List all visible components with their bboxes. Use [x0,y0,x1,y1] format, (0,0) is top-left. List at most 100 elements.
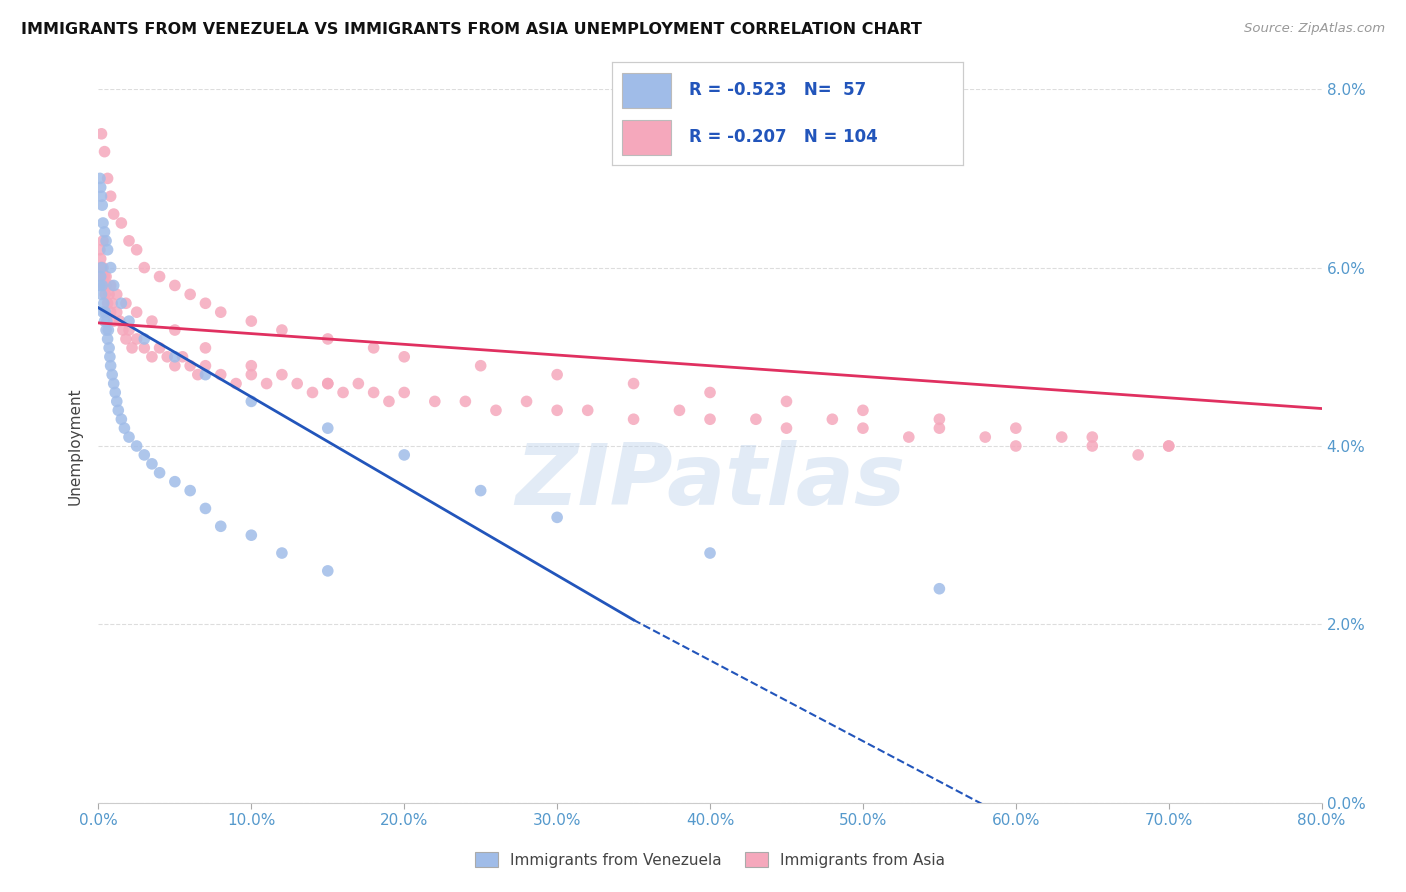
Point [149,269,172,284]
Point [110,412,132,426]
Point [94,278,117,293]
Point [392,448,416,462]
Point [100,278,122,293]
Point [194,359,217,373]
Point [1004,439,1026,453]
Point [316,376,339,391]
Point [1157,439,1180,453]
Point [103,314,125,328]
Point [163,359,186,373]
Point [96,314,118,328]
Point [94,234,117,248]
Point [179,287,201,301]
Point [97,243,120,257]
Point [775,394,797,409]
Point [97,171,120,186]
Point [134,448,156,462]
Point [209,519,232,533]
Point [98,350,121,364]
Point [301,385,323,400]
Point [179,483,201,498]
Point [852,403,875,417]
Point [104,385,127,400]
Point [172,350,194,364]
Point [100,305,122,319]
Point [93,269,115,284]
Point [821,412,844,426]
Point [163,350,186,364]
Point [125,332,148,346]
Point [194,296,217,310]
Point [270,368,294,382]
Point [110,216,132,230]
Point [94,305,117,319]
Point [91,216,114,230]
Text: IMMIGRANTS FROM VENEZUELA VS IMMIGRANTS FROM ASIA UNEMPLOYMENT CORRELATION CHART: IMMIGRANTS FROM VENEZUELA VS IMMIGRANTS … [21,22,922,37]
Point [745,412,768,426]
Point [103,278,125,293]
Point [97,296,120,310]
Legend: Immigrants from Venezuela, Immigrants from Asia: Immigrants from Venezuela, Immigrants fr… [470,846,950,873]
Point [623,376,645,391]
Point [97,332,120,346]
Point [156,350,179,364]
Point [316,332,339,346]
Point [316,421,339,435]
Point [110,296,132,310]
Point [91,269,114,284]
Point [392,350,416,364]
Point [546,368,568,382]
Point [115,296,138,310]
Point [97,323,120,337]
Point [576,403,599,417]
Point [149,341,172,355]
Point [928,582,950,596]
Point [93,145,115,159]
Point [101,368,124,382]
Point [111,323,134,337]
Point [89,243,111,257]
Point [141,350,163,364]
Point [93,225,115,239]
Point [141,314,163,328]
Point [89,171,111,186]
Point [470,483,492,498]
Point [454,394,477,409]
Point [94,323,117,337]
Point [100,359,122,373]
Point [141,457,163,471]
FancyBboxPatch shape [621,120,672,155]
Point [90,180,112,194]
Point [194,368,217,382]
Point [897,430,920,444]
Point [94,269,117,284]
Point [94,287,117,301]
Point [928,421,950,435]
Point [89,278,111,293]
Point [240,368,263,382]
Point [118,234,141,248]
Point [90,127,112,141]
Point [134,260,156,275]
Text: R = -0.207   N = 104: R = -0.207 N = 104 [689,128,877,146]
Point [90,287,112,301]
Point [118,430,141,444]
Point [112,421,135,435]
Point [91,305,114,319]
Point [363,341,385,355]
Point [121,341,143,355]
Point [316,564,339,578]
Point [270,546,294,560]
Point [316,376,339,391]
Point [974,430,997,444]
Point [1050,430,1073,444]
Point [91,234,114,248]
Point [1081,439,1104,453]
Point [1128,448,1150,462]
Point [90,252,112,266]
Point [209,305,232,319]
Point [108,314,131,328]
Point [256,376,278,391]
Point [285,376,308,391]
Point [105,305,128,319]
